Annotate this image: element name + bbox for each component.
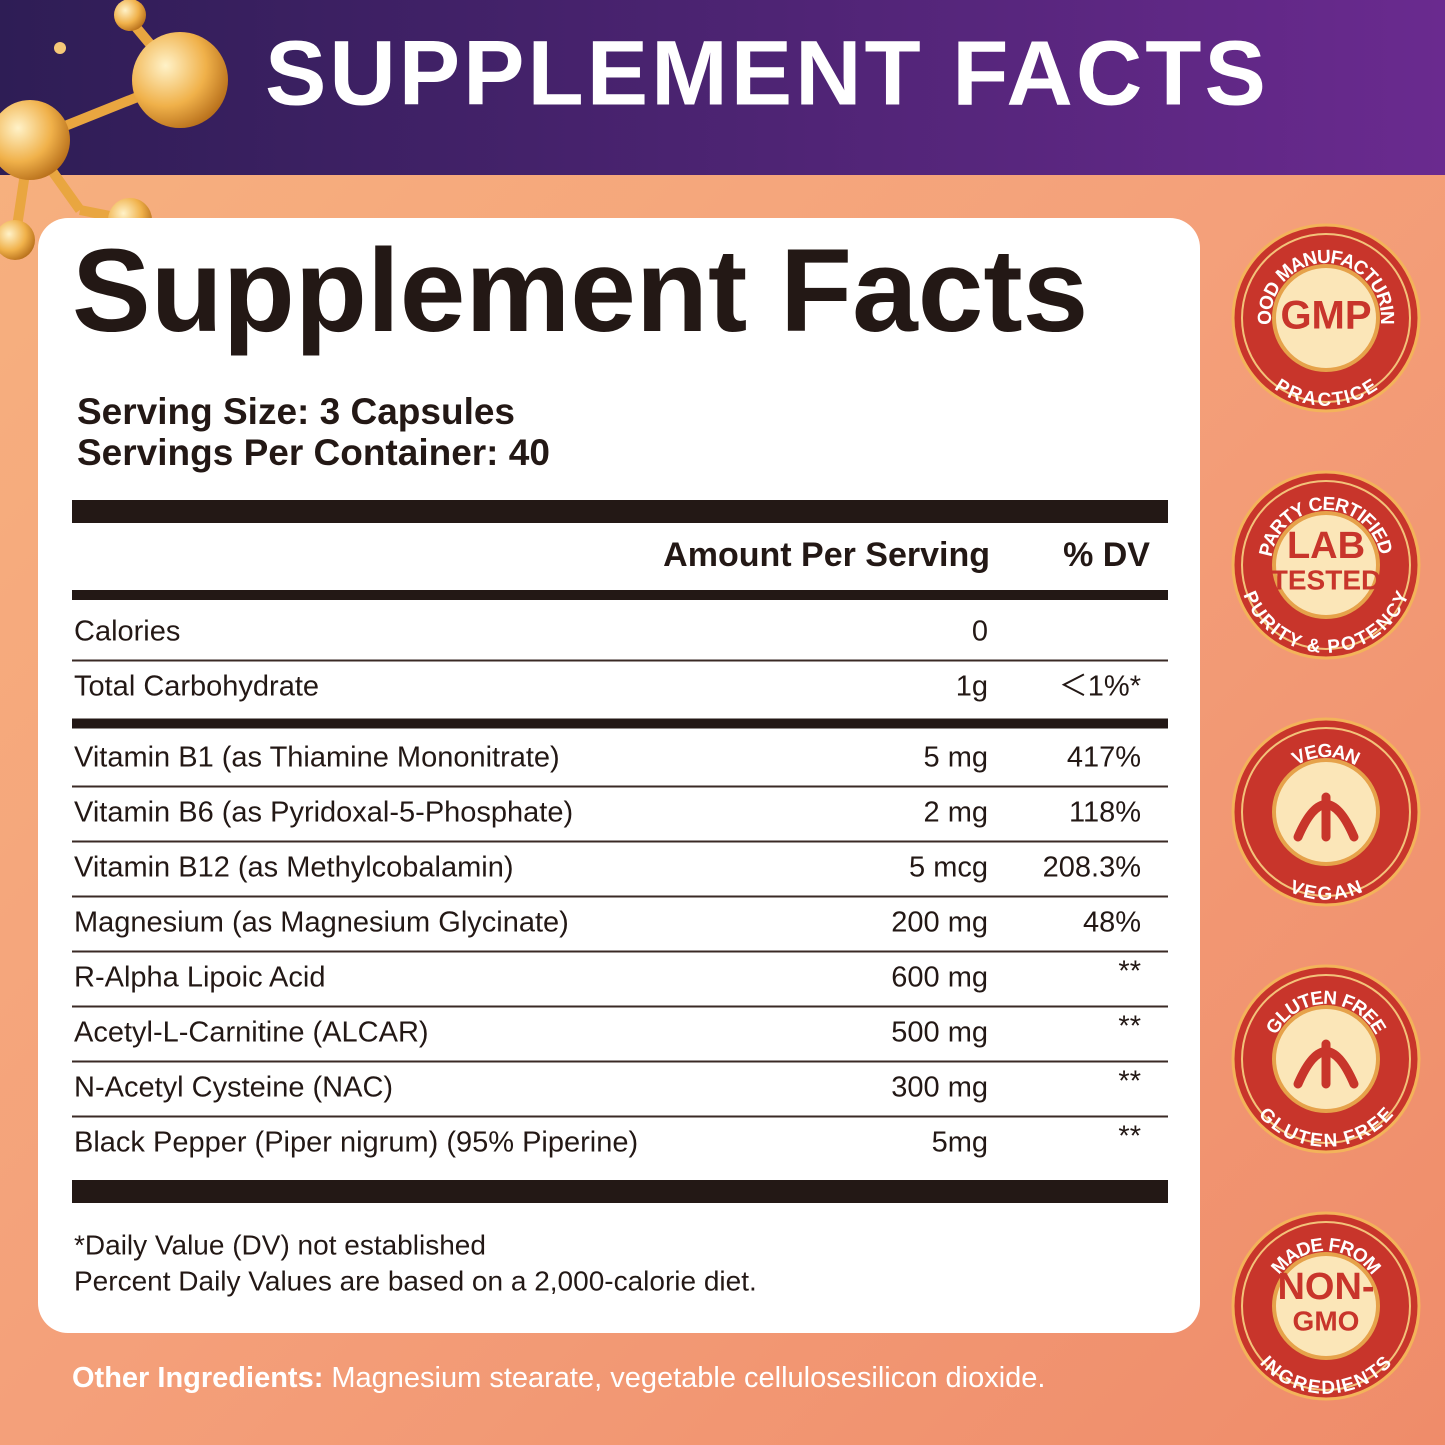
nutrient-dv: 417% — [1067, 742, 1141, 774]
nutrient-dv: 48% — [1083, 907, 1141, 939]
nutrient-name: R-Alpha Lipoic Acid — [74, 962, 325, 994]
rule-thin — [72, 895, 1168, 898]
badge-icon — [1293, 1039, 1359, 1089]
nutrient-amount: 1g — [956, 671, 988, 703]
other-ingredients-text: Magnesium stearate, vegetable celluloses… — [331, 1362, 1045, 1394]
nutrient-name: Calories — [74, 616, 180, 648]
nutrient-dv: ＜1%* — [1059, 671, 1141, 703]
rule-thin — [72, 1115, 1168, 1118]
badge-icon — [1293, 792, 1359, 842]
nutrient-amount: 2 mg — [924, 797, 988, 829]
badge-center-text: NON- — [1277, 1266, 1374, 1308]
badge-ring — [1241, 727, 1411, 897]
rule-thick — [72, 1180, 1168, 1203]
nutrient-dv: ** — [1118, 1066, 1141, 1098]
badge-ring — [1241, 480, 1411, 650]
footnote: *Daily Value (DV) not established — [74, 1229, 486, 1260]
serving-size: Serving Size: 3 Capsules — [77, 391, 515, 432]
panel-title: Supplement Facts — [72, 225, 1088, 357]
nutrient-dv: 118% — [1069, 797, 1141, 829]
nutrient-amount: 500 mg — [891, 1017, 988, 1049]
nutrient-dv: ** — [1118, 1011, 1141, 1043]
nutrient-name: Black Pepper (Piper nigrum) (95% Piperin… — [74, 1127, 638, 1159]
badge-center-text: GMO — [1293, 1305, 1360, 1336]
rule-thick — [72, 718, 1168, 729]
badge-inner — [1272, 264, 1380, 372]
rule-thin — [72, 1005, 1168, 1008]
nutrient-name: N-Acetyl Cysteine (NAC) — [74, 1072, 393, 1104]
badge-center-text: TESTED — [1271, 564, 1381, 595]
nutrient-amount: 600 mg — [891, 962, 988, 994]
rule-thin — [72, 659, 1168, 662]
nutrient-dv: ** — [1118, 956, 1141, 988]
badge-ring — [1241, 1221, 1411, 1391]
rule-thin — [72, 785, 1168, 788]
badge-ring — [1241, 974, 1411, 1144]
header-band — [0, 0, 1445, 175]
nutrient-amount: 300 mg — [891, 1072, 988, 1104]
nutrient-amount: 5 mg — [924, 742, 988, 774]
nutrient-amount: 5mg — [932, 1127, 988, 1159]
badge-center-text: GMP — [1280, 294, 1371, 338]
nutrient-name: Acetyl-L-Carnitine (ALCAR) — [74, 1017, 429, 1049]
rule-thin — [72, 840, 1168, 843]
footnote: Percent Daily Values are based on a 2,00… — [74, 1265, 757, 1296]
header-title: SUPPLEMENT FACTS — [265, 22, 1269, 124]
other-ingredients-label: Other Ingredients: — [72, 1362, 323, 1394]
nutrient-name: Vitamin B6 (as Pyridoxal-5-Phosphate) — [74, 797, 573, 829]
molecule-decoration — [0, 0, 228, 260]
rule-thick — [72, 500, 1168, 523]
rule-thin — [72, 950, 1168, 953]
nutrient-amount: 0 — [972, 616, 988, 648]
nutrient-amount: 200 mg — [891, 907, 988, 939]
column-header: Amount Per Serving — [663, 536, 990, 574]
nutrient-name: Vitamin B12 (as Methylcobalamin) — [74, 852, 514, 884]
nutrient-amount: 5 mcg — [909, 852, 988, 884]
nutrient-name: Total Carbohydrate — [74, 671, 319, 703]
servings-per-container: Servings Per Container: 40 — [77, 432, 550, 473]
badge-inner — [1272, 511, 1380, 619]
column-header: % DV — [1063, 536, 1150, 574]
badge-ring — [1241, 233, 1411, 403]
badge-inner — [1272, 1252, 1380, 1360]
facts-panel — [38, 218, 1200, 1333]
badge-center-text: LAB — [1287, 525, 1365, 567]
nutrient-name: Vitamin B1 (as Thiamine Mononitrate) — [74, 742, 560, 774]
nutrient-dv: ** — [1118, 1121, 1141, 1153]
rule-thin — [72, 1060, 1168, 1063]
other-ingredients: Other Ingredients: Magnesium stearate, ve… — [72, 1362, 1045, 1394]
nutrient-dv: 208.3% — [1043, 852, 1141, 884]
nutrient-name: Magnesium (as Magnesium Glycinate) — [74, 907, 569, 939]
rule-thick — [72, 590, 1168, 600]
